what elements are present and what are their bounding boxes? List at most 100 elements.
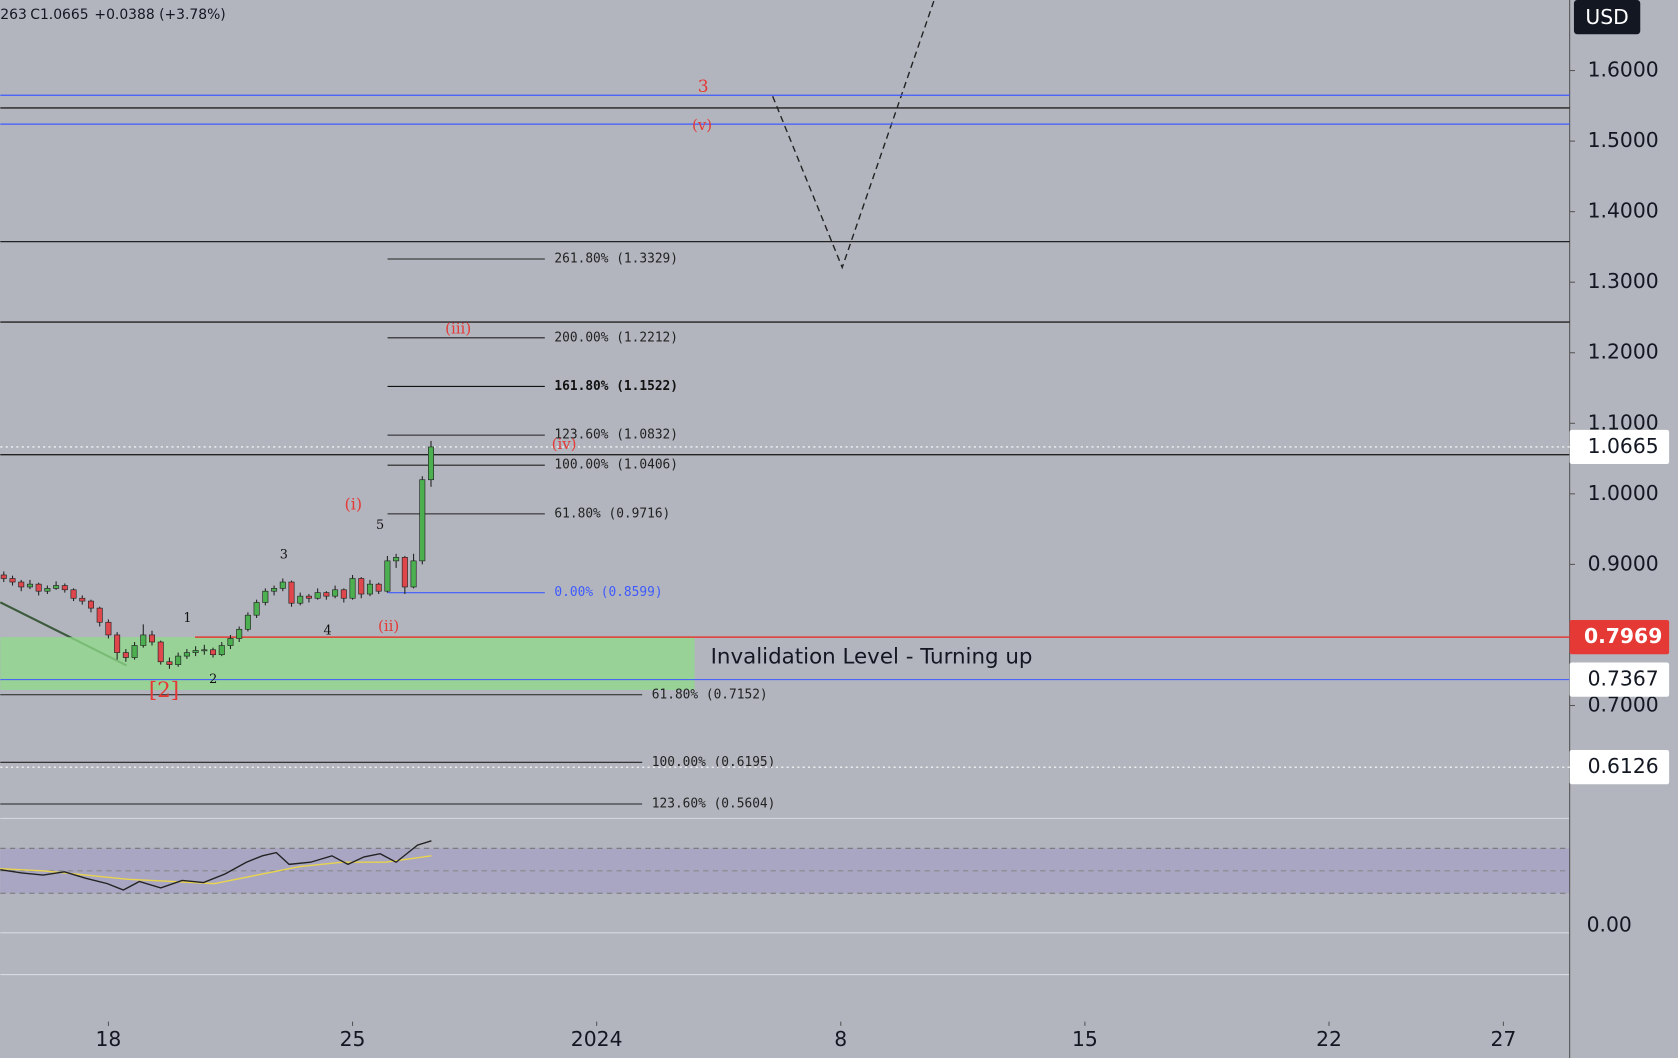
- candle-body: [114, 634, 121, 653]
- wave-label: 3: [280, 548, 288, 563]
- price-tag-label: 0.6126: [1588, 754, 1659, 778]
- x-tick-label: 27: [1490, 1027, 1516, 1051]
- wave-label: (v): [692, 116, 712, 134]
- candle-body: [218, 645, 225, 656]
- wave-label: [2]: [149, 678, 179, 703]
- wave-label: 5: [376, 518, 384, 533]
- candle-body: [9, 578, 16, 583]
- candle-body: [253, 602, 260, 616]
- candle-body: [26, 583, 33, 588]
- fib-label: 123.60% (1.0832): [554, 428, 678, 443]
- price-tag: [1569, 620, 1670, 655]
- candle-body: [210, 649, 217, 656]
- y-tick-label: 1.0000: [1588, 481, 1659, 505]
- fib-label: 61.80% (0.7152): [652, 687, 768, 702]
- candle-body: [244, 614, 251, 630]
- indicator-tick: 0.00: [1587, 912, 1632, 936]
- x-tick-label: 18: [95, 1027, 121, 1051]
- candle-body: [96, 607, 103, 623]
- x-tick-label: 25: [340, 1027, 366, 1051]
- fib-label: 100.00% (0.6195): [652, 755, 776, 770]
- currency: USD: [1585, 5, 1628, 29]
- fib-label: 200.00% (1.2212): [554, 330, 678, 345]
- candle-body: [305, 595, 312, 599]
- candle-body: [262, 590, 269, 603]
- candle-body: [175, 655, 182, 665]
- candle-body: [183, 652, 190, 657]
- candle-body: [105, 621, 112, 636]
- wave-label: 1: [183, 611, 191, 626]
- wave-label: (iv): [552, 435, 577, 453]
- candle-body: [79, 597, 86, 602]
- candle-body: [53, 585, 60, 589]
- candle-body: [149, 634, 156, 643]
- price-tag-label: 1.0665: [1588, 434, 1659, 458]
- candle-body: [384, 560, 391, 592]
- wave-label: (iii): [445, 319, 471, 337]
- price-tag: [1569, 750, 1670, 785]
- candle-body: [166, 661, 173, 665]
- candle-body: [393, 557, 400, 562]
- candle-body: [366, 583, 373, 595]
- candle-body: [131, 645, 138, 658]
- candle-body: [332, 589, 339, 597]
- y-tick-label: 1.6000: [1588, 58, 1659, 82]
- y-tick-label: 0.7000: [1588, 692, 1659, 716]
- header-symbol: 263: [0, 7, 27, 23]
- x-tick-label: 2024: [571, 1027, 623, 1051]
- candle-body: [323, 592, 330, 597]
- candle-body: [87, 600, 94, 609]
- header: 263 C1.0665 +0.0388 (+3.78%): [0, 7, 225, 23]
- header-close: C1.0665: [30, 7, 88, 23]
- candle-body: [236, 628, 243, 639]
- fib-label: 261.80% (1.3329): [554, 251, 678, 266]
- y-tick-label: 1.4000: [1588, 199, 1659, 223]
- price-tag: [1569, 429, 1670, 465]
- fib-label: 161.80% (1.1522): [554, 379, 678, 394]
- candle-body: [18, 581, 25, 588]
- fib-label: 100.00% (1.0406): [554, 458, 678, 473]
- candle-body: [428, 446, 434, 481]
- candle-body: [227, 638, 234, 646]
- candle-body: [44, 588, 51, 592]
- invalidation-zone: [0, 637, 695, 690]
- candle-body: [271, 588, 278, 592]
- wave-label: 2: [209, 672, 217, 687]
- y-tick-label: 1.5000: [1588, 128, 1659, 152]
- candle-body: [140, 634, 147, 646]
- currency-box: [1573, 0, 1641, 35]
- candle-body: [0, 574, 7, 579]
- candle-body: [122, 652, 129, 658]
- candle-body: [70, 589, 77, 599]
- candle-body: [201, 649, 208, 652]
- fib-label: 61.80% (0.9716): [554, 506, 670, 521]
- candle-body: [314, 592, 321, 599]
- candle-body: [375, 583, 382, 592]
- x-tick-label: 8: [834, 1027, 847, 1051]
- indicator-line: [0, 840, 432, 891]
- wave-label: (i): [345, 494, 363, 513]
- candle-body: [349, 578, 356, 599]
- y-tick-label: 0.9000: [1588, 551, 1659, 575]
- y-tick-label: 1.2000: [1588, 340, 1659, 364]
- price-tag-label: 0.7367: [1588, 667, 1659, 691]
- candle-body: [288, 581, 295, 604]
- x-tick-label: 15: [1072, 1027, 1098, 1051]
- x-tick-label: 22: [1316, 1027, 1342, 1051]
- candle-body: [297, 595, 304, 604]
- indicator-pane: [0, 817, 1570, 976]
- price-tag-label: 0.7969: [1584, 624, 1662, 648]
- fib-label: 123.60% (0.5604): [652, 796, 776, 811]
- candle-body: [192, 650, 199, 653]
- invalidation-label: Invalidation Level - Turning up: [711, 644, 1033, 669]
- candle-body: [419, 479, 426, 562]
- candle-body: [35, 583, 42, 592]
- header-change: +0.0388 (+3.78%): [94, 7, 225, 23]
- candle-body: [401, 557, 408, 588]
- price-tag: [1569, 662, 1670, 697]
- candle-body: [157, 641, 164, 663]
- projection-path: [772, 0, 935, 270]
